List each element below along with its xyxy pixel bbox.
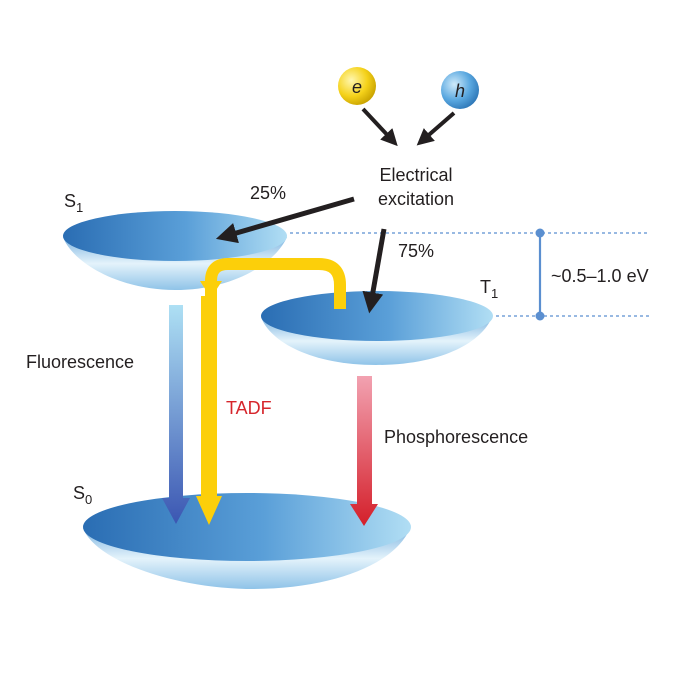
fluorescence-label: Fluorescence	[26, 352, 134, 372]
s1-label: S1	[64, 191, 83, 215]
hole-ball: h	[441, 71, 479, 109]
energy-gap-label: ~0.5–1.0 eV	[551, 266, 649, 286]
s1-label-main: S	[64, 191, 76, 211]
t1-label: T1	[480, 277, 498, 301]
t1-label-sub: 1	[491, 286, 498, 301]
s0-level	[83, 493, 411, 590]
singlet-fraction-label: 25%	[250, 183, 286, 203]
electron-symbol: e	[352, 77, 362, 97]
energy-gap-marker	[290, 228, 652, 321]
hole-to-excitation-arrow	[416, 111, 456, 146]
s0-label-sub: 0	[85, 492, 92, 507]
triplet-fraction-label: 75%	[398, 241, 434, 261]
fluorescence-arrow	[162, 305, 190, 524]
phosphorescence-label: Phosphorescence	[384, 427, 528, 447]
t1-level	[261, 291, 493, 365]
tadf-arrow	[196, 258, 346, 525]
t1-label-main: T	[480, 277, 491, 297]
excitation-label-line1: Electrical	[379, 165, 452, 185]
phosphorescence-arrow	[350, 376, 378, 526]
triplet-formation-arrow	[362, 228, 387, 314]
electron-ball: e	[338, 67, 376, 105]
singlet-formation-arrow	[215, 196, 355, 244]
s1-level	[63, 211, 287, 290]
s0-label-main: S	[73, 483, 85, 503]
s0-label: S0	[73, 483, 92, 507]
hole-symbol: h	[455, 81, 465, 101]
excitation-label-line2: excitation	[378, 189, 454, 209]
tadf-label: TADF	[226, 398, 272, 418]
s1-label-sub: 1	[76, 200, 83, 215]
electron-to-excitation-arrow	[361, 107, 398, 147]
